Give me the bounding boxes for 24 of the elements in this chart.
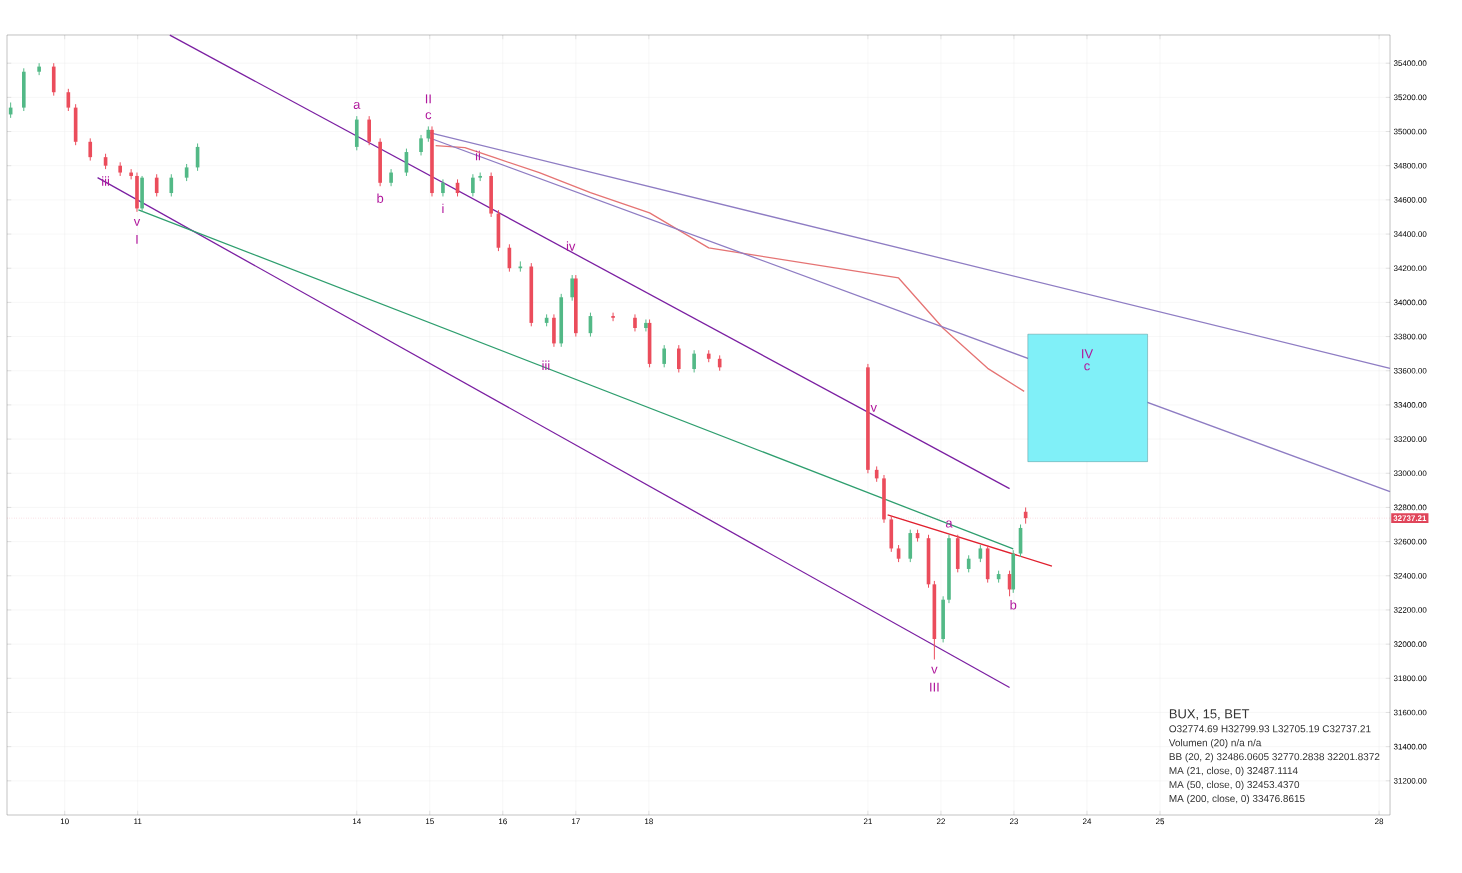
- annotation: v: [870, 404, 877, 412]
- annotation: iv: [566, 241, 576, 251]
- annotation: a: [353, 101, 361, 109]
- line-series: [434, 144, 1025, 393]
- annotation: i: [442, 203, 444, 214]
- annotation: v: [931, 666, 938, 674]
- annotation: BB (20, 2) 32486.0605 32770.2838 32201.8372: [1169, 752, 1380, 763]
- annotation: c: [1084, 363, 1090, 371]
- text: BUX, 15, BET: [1169, 709, 1250, 720]
- annotation: II: [425, 94, 431, 104]
- annotation: ii: [475, 150, 480, 161]
- annotation: c: [425, 112, 432, 120]
- annotation: III: [930, 682, 939, 692]
- annotation: b: [1010, 600, 1017, 610]
- annotation: b: [377, 193, 384, 203]
- annotation: I: [136, 234, 138, 244]
- annotation: Volumen (20) n/a n/a: [1168, 738, 1262, 749]
- annotation: MA (200, close, 0) 33476.8615: [1169, 794, 1305, 805]
- annotation: MA (21, close, 0) 32487.1114: [1169, 766, 1298, 777]
- annotation: iii: [542, 360, 550, 370]
- annotation: v: [133, 219, 141, 226]
- annotation: MA (50, close, 0) 32453.4370: [1169, 780, 1300, 791]
- annotation: O32774.69 H32799.93 L32705.19 C32737.21: [1169, 725, 1371, 733]
- annotation: IV: [1082, 349, 1094, 359]
